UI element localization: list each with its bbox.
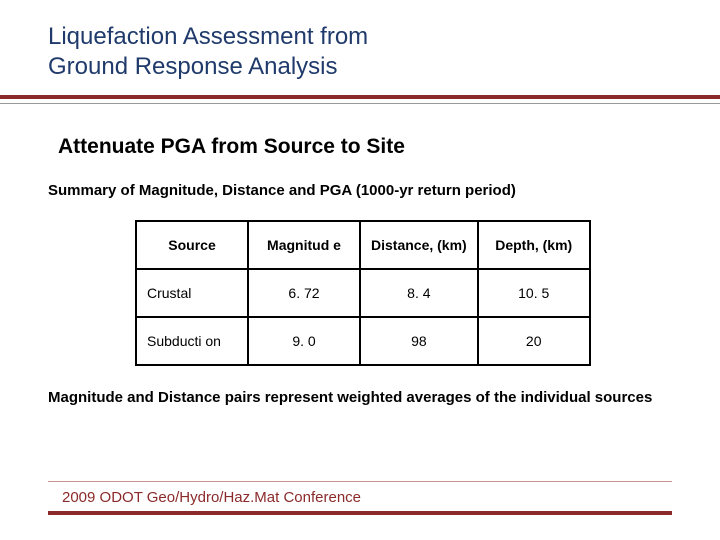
table-row: Crustal 6. 72 8. 4 10. 5 — [136, 269, 590, 317]
title-rule-thick — [0, 95, 720, 99]
data-table: Source Magnitud e Distance, (km) Depth, … — [135, 220, 591, 366]
title-line-2: Ground Response Analysis — [48, 53, 338, 80]
table-row: Subducti on 9. 0 98 20 — [136, 317, 590, 365]
title-block: Liquefaction Assessment from Ground Resp… — [48, 22, 672, 82]
slide-title: Liquefaction Assessment from Ground Resp… — [48, 22, 672, 82]
col-header-distance: Distance, (km) — [360, 221, 478, 269]
table-header-row: Source Magnitud e Distance, (km) Depth, … — [136, 221, 590, 269]
footer-rule-thick — [48, 511, 672, 515]
cell-magnitude: 9. 0 — [248, 317, 360, 365]
title-line-1: Liquefaction Assessment from — [48, 23, 368, 50]
footer-text: 2009 ODOT Geo/Hydro/Haz.Mat Conference — [62, 489, 361, 506]
subtitle: Attenuate PGA from Source to Site — [58, 135, 405, 159]
summary-line: Summary of Magnitude, Distance and PGA (… — [48, 182, 516, 199]
note-text: Magnitude and Distance pairs represent w… — [48, 388, 672, 408]
cell-magnitude: 6. 72 — [248, 269, 360, 317]
cell-source: Crustal — [136, 269, 248, 317]
cell-depth: 10. 5 — [478, 269, 590, 317]
cell-source: Subducti on — [136, 317, 248, 365]
slide: Liquefaction Assessment from Ground Resp… — [0, 0, 720, 540]
title-rule-thin — [0, 103, 720, 104]
cell-depth: 20 — [478, 317, 590, 365]
footer-rule-thin — [48, 481, 672, 482]
col-header-depth: Depth, (km) — [478, 221, 590, 269]
cell-distance: 98 — [360, 317, 478, 365]
col-header-magnitude: Magnitud e — [248, 221, 360, 269]
cell-distance: 8. 4 — [360, 269, 478, 317]
col-header-source: Source — [136, 221, 248, 269]
